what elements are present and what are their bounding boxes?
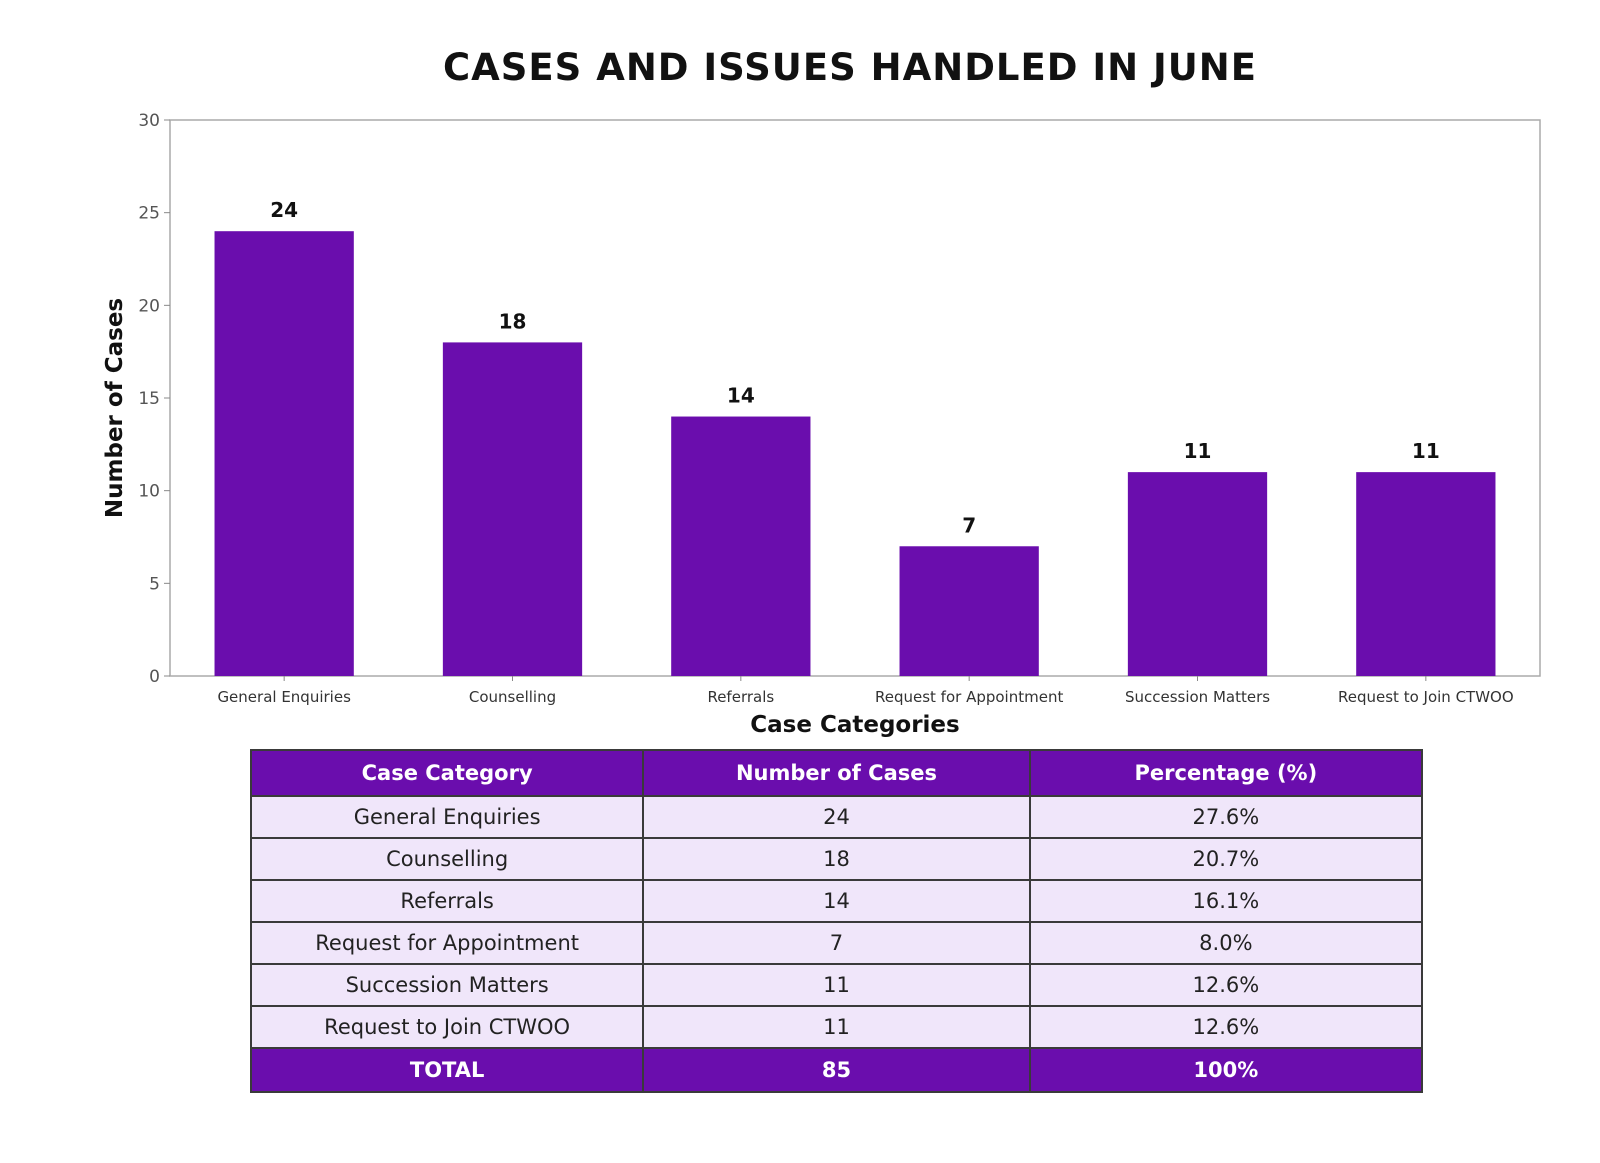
x-axis: General Enquiries Counselling Referrals Req… — [217, 676, 1514, 706]
table-header-row: Case Category Number of Cases Percentage… — [249, 749, 1424, 797]
x-tick-label: General Enquiries — [217, 688, 351, 706]
y-tick-label: 25 — [138, 204, 160, 224]
bar — [1127, 472, 1268, 676]
cell-percentage: 8.0% — [1028, 921, 1424, 965]
table-row: General Enquiries 24 27.6% — [249, 795, 1424, 839]
table-row: Succession Matters 11 12.6% — [249, 963, 1424, 1007]
cell-percentage: 12.6% — [1028, 1005, 1424, 1049]
bar-series — [214, 231, 1496, 676]
x-axis-title: Case Categories — [750, 712, 959, 738]
x-tick-label: Succession Matters — [1125, 688, 1270, 706]
y-tick-label: 0 — [149, 667, 160, 687]
data-label: 11 — [1184, 439, 1212, 463]
table-row: Counselling 18 20.7% — [249, 837, 1424, 881]
cell-percentage: 16.1% — [1028, 879, 1424, 923]
cell-category: Referrals — [249, 879, 645, 923]
total-percentage: 100% — [1028, 1047, 1424, 1093]
cell-count: 11 — [642, 1005, 1031, 1049]
cell-count: 7 — [642, 921, 1031, 965]
cell-percentage: 12.6% — [1028, 963, 1424, 1007]
cell-category: Succession Matters — [249, 963, 645, 1007]
cell-percentage: 20.7% — [1028, 837, 1424, 881]
bar — [214, 231, 354, 676]
bar — [899, 546, 1039, 676]
y-tick-label: 10 — [138, 482, 160, 502]
column-header-number-of-cases: Number of Cases — [642, 749, 1031, 797]
x-tick-label: Referrals — [707, 688, 774, 706]
bar-chart: 0 5 10 15 20 25 30 24 18 14 7 11 11 General Enquiri… — [102, 111, 1541, 738]
bar — [671, 416, 811, 676]
table-row: Request for Appointment 7 8.0% — [249, 921, 1424, 965]
cell-category: Request for Appointment — [249, 921, 645, 965]
cell-count: 14 — [642, 879, 1031, 923]
y-tick-label: 20 — [138, 296, 160, 316]
summary-table: Case Category Number of Cases Percentage… — [249, 749, 1424, 1093]
cell-count: 11 — [642, 963, 1031, 1007]
data-label: 18 — [499, 309, 527, 333]
table-total-row: TOTAL 85 100% — [249, 1047, 1424, 1093]
cell-count: 18 — [642, 837, 1031, 881]
data-label: 24 — [270, 198, 298, 222]
data-label: 7 — [962, 513, 976, 537]
total-label: TOTAL — [249, 1047, 645, 1093]
y-axis-title: Number of Cases — [102, 298, 128, 518]
data-label: 14 — [727, 384, 755, 408]
cell-percentage: 27.6% — [1028, 795, 1424, 839]
table-row: Request to Join CTWOO 11 12.6% — [249, 1005, 1424, 1049]
column-header-percentage: Percentage (%) — [1028, 749, 1424, 797]
y-axis: 0 5 10 15 20 25 30 — [138, 111, 170, 687]
plot-area-frame — [169, 119, 1541, 677]
data-labels: 24 18 14 7 11 11 — [270, 198, 1440, 537]
cell-category: Request to Join CTWOO — [249, 1005, 645, 1049]
x-tick-label: Request for Appointment — [875, 688, 1063, 706]
x-tick-label: Request to Join CTWOO — [1338, 688, 1514, 706]
total-count: 85 — [642, 1047, 1031, 1093]
bar — [442, 342, 583, 676]
data-label: 11 — [1412, 439, 1440, 463]
cell-count: 24 — [642, 795, 1031, 839]
y-tick-label: 30 — [138, 111, 160, 131]
cell-category: Counselling — [249, 837, 645, 881]
y-tick-label: 5 — [149, 574, 160, 594]
cell-category: General Enquiries — [249, 795, 645, 839]
table-row: Referrals 14 16.1% — [249, 879, 1424, 923]
y-tick-label: 15 — [138, 389, 160, 409]
column-header-case-category: Case Category — [249, 749, 645, 797]
bar — [1356, 472, 1496, 676]
chart-title: CASES AND ISSUES HANDLED IN JUNE — [442, 46, 1258, 89]
x-tick-label: Counselling — [469, 688, 556, 706]
